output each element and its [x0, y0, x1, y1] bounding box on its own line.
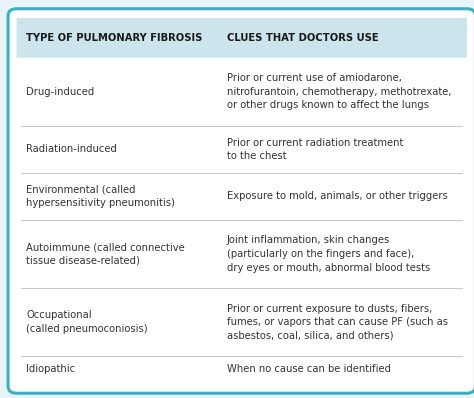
Text: Autoimmune (called connective
tissue disease-related): Autoimmune (called connective tissue dis…: [26, 242, 185, 266]
Text: Prior or current use of amiodarone,
nitrofurantoin, chemotherapy, methotrexate,
: Prior or current use of amiodarone, nitr…: [227, 73, 451, 110]
FancyBboxPatch shape: [17, 18, 467, 58]
Text: When no cause can be identified: When no cause can be identified: [227, 364, 391, 374]
Text: Drug-induced: Drug-induced: [26, 87, 94, 97]
Text: Environmental (called
hypersensitivity pneumonitis): Environmental (called hypersensitivity p…: [26, 185, 175, 208]
Text: Exposure to mold, animals, or other triggers: Exposure to mold, animals, or other trig…: [227, 191, 447, 201]
FancyBboxPatch shape: [8, 9, 474, 393]
Text: CLUES THAT DOCTORS USE: CLUES THAT DOCTORS USE: [227, 33, 378, 43]
Text: TYPE OF PULMONARY FIBROSIS: TYPE OF PULMONARY FIBROSIS: [26, 33, 202, 43]
Text: Idiopathic: Idiopathic: [26, 364, 75, 374]
Text: Prior or current exposure to dusts, fibers,
fumes, or vapors that can cause PF (: Prior or current exposure to dusts, fibe…: [227, 304, 447, 341]
Text: Joint inflammation, skin changes
(particularly on the fingers and face),
dry eye: Joint inflammation, skin changes (partic…: [227, 235, 430, 273]
Text: Occupational
(called pneumoconiosis): Occupational (called pneumoconiosis): [26, 310, 148, 334]
Text: Prior or current radiation treatment
to the chest: Prior or current radiation treatment to …: [227, 138, 403, 161]
Text: Radiation-induced: Radiation-induced: [26, 144, 117, 154]
